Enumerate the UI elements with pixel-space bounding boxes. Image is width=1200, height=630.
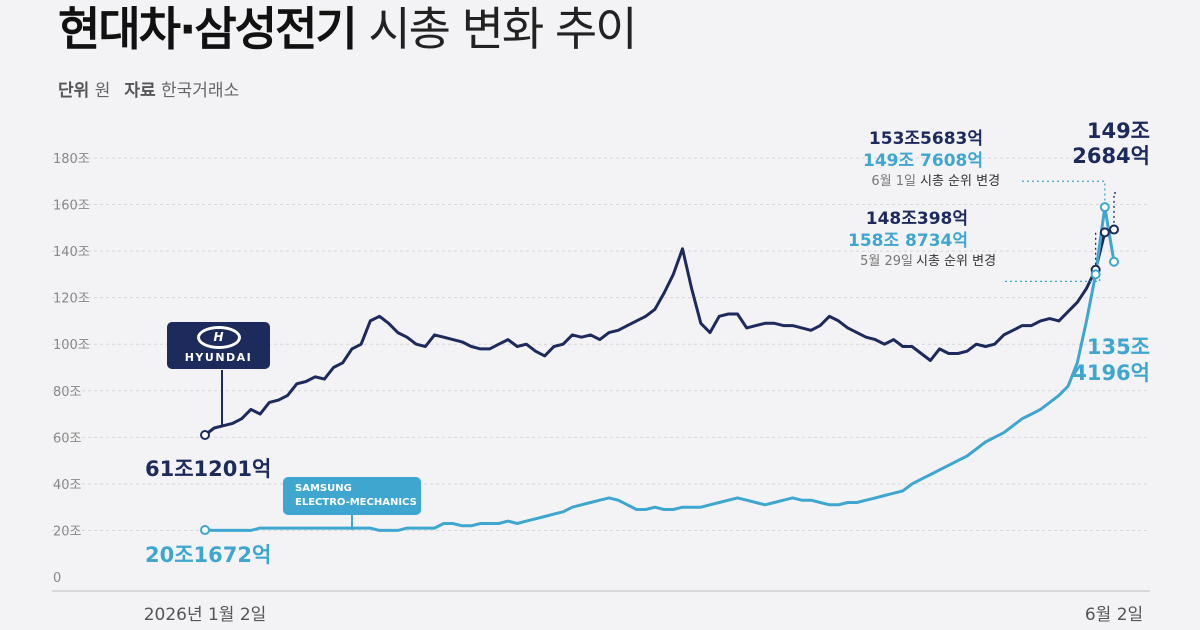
jun1-hyundai-value: 153조5683억 — [869, 129, 983, 149]
may29-note-date: 5월 29일 — [860, 254, 913, 269]
data-point-marker — [1109, 256, 1119, 267]
source-label: 자료 — [124, 81, 156, 101]
end-samsung-value-1: 135조 — [1087, 335, 1150, 359]
chart-meta: 단위 원 자료 한국거래소 — [58, 76, 239, 101]
y-tick-label: 20조 — [53, 524, 82, 539]
data-point-marker — [1090, 269, 1101, 280]
leader-line — [1005, 274, 1101, 283]
hyundai-series-line — [204, 228, 1115, 437]
leader-line — [1022, 180, 1106, 212]
samsung-logo-line2: ELECTRO-MECHANICS — [295, 497, 417, 508]
data-point-marker — [1099, 202, 1110, 213]
y-tick-label: 0 — [53, 571, 61, 586]
data-point-marker — [200, 525, 210, 536]
samsung-start-value: 20조1672억 — [145, 543, 271, 567]
y-tick-label: 140조 — [53, 245, 90, 260]
y-tick-label: 60조 — [53, 431, 82, 446]
data-point-marker — [1099, 227, 1110, 238]
title-rest: 시총 변화 추이 — [368, 2, 637, 56]
unit-label: 단위 — [58, 81, 90, 101]
unit-value: 원 — [94, 81, 111, 101]
data-point-marker — [200, 430, 210, 441]
jun1-note-date: 6월 1일 — [871, 174, 916, 189]
hyundai-logo-word: HYUNDAI — [184, 351, 253, 364]
x-tick-label: 6월 2일 — [1085, 605, 1143, 625]
source-value: 한국거래소 — [161, 81, 240, 101]
jun1-samsung-value: 149조 7608억 — [863, 151, 983, 171]
end-hyundai-value-2: 2684억 — [1072, 144, 1150, 168]
y-tick-label: 120조 — [53, 292, 90, 307]
y-tick-label: 160조 — [53, 199, 90, 214]
hyundai-logo: H HYUNDAI — [167, 322, 270, 369]
y-tick-label: 100조 — [53, 338, 90, 353]
hyundai-logo-mark: H — [196, 326, 241, 349]
title-bold: 현대차·삼성전기 — [58, 2, 358, 56]
y-tick-label: 80조 — [53, 385, 82, 400]
x-tick-label: 2026년 1월 2일 — [144, 605, 267, 625]
end-hyundai-value-1: 149조 — [1087, 119, 1150, 143]
samsung-series-line — [204, 205, 1116, 532]
may29-samsung-value: 158조 8734억 — [848, 231, 968, 251]
samsung-logo-line1: SAMSUNG — [295, 483, 352, 494]
end-samsung-value-2: 4196억 — [1072, 361, 1150, 385]
may29-hyundai-value: 148조398억 — [866, 209, 968, 229]
y-tick-label: 40조 — [53, 478, 82, 493]
leader-line — [1113, 192, 1116, 230]
chart-title: 현대차·삼성전기 시총 변화 추이 — [58, 0, 638, 58]
samsung-logo: SAMSUNG ELECTRO-MECHANICS — [283, 477, 421, 515]
may29-note-text: 시총 순위 변경 — [916, 254, 996, 269]
data-point-marker — [1109, 224, 1119, 235]
jun1-note-text: 시총 순위 변경 — [920, 174, 1000, 189]
hyundai-start-value: 61조1201억 — [145, 457, 271, 481]
y-tick-label: 180조 — [53, 152, 90, 167]
